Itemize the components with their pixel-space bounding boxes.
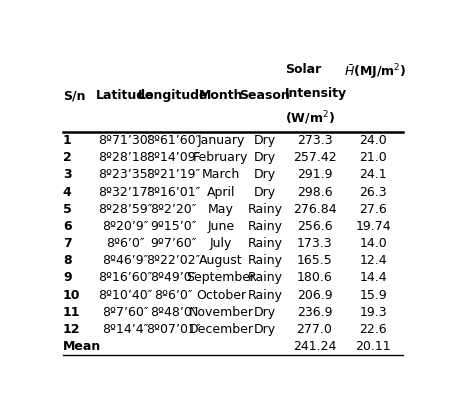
Text: 8º2’20″: 8º2’20″ — [150, 203, 196, 216]
Text: 8º07’01″: 8º07’01″ — [146, 323, 201, 336]
Text: 9º7’60″: 9º7’60″ — [150, 237, 196, 250]
Text: October: October — [196, 289, 246, 301]
Text: 165.5: 165.5 — [297, 254, 332, 267]
Text: 15.9: 15.9 — [359, 289, 387, 301]
Text: 236.9: 236.9 — [297, 306, 332, 319]
Text: 8º6’0″: 8º6’0″ — [106, 237, 145, 250]
Text: 8º71’30″: 8º71’30″ — [98, 134, 153, 147]
Text: 8º46’9″: 8º46’9″ — [102, 254, 148, 267]
Text: 298.6: 298.6 — [297, 186, 332, 198]
Text: S/n: S/n — [63, 89, 85, 102]
Text: 12: 12 — [63, 323, 81, 336]
Text: (W/m$^2$): (W/m$^2$) — [285, 109, 335, 127]
Text: December: December — [188, 323, 254, 336]
Text: January: January — [197, 134, 245, 147]
Text: Rainy: Rainy — [247, 289, 283, 301]
Text: November: November — [188, 306, 254, 319]
Text: Dry: Dry — [254, 151, 276, 164]
Text: 241.24: 241.24 — [293, 340, 336, 353]
Text: April: April — [207, 186, 235, 198]
Text: 257.42: 257.42 — [293, 151, 337, 164]
Text: 14.0: 14.0 — [359, 237, 387, 250]
Text: 180.6: 180.6 — [297, 271, 332, 284]
Text: Latitude: Latitude — [96, 89, 155, 102]
Text: 12.4: 12.4 — [359, 254, 387, 267]
Text: 8º21’19″: 8º21’19″ — [146, 168, 200, 181]
Text: 8º16’60″: 8º16’60″ — [98, 271, 153, 284]
Text: 8º61’60″: 8º61’60″ — [146, 134, 200, 147]
Text: Rainy: Rainy — [247, 220, 283, 233]
Text: 24.1: 24.1 — [359, 168, 387, 181]
Text: 5: 5 — [63, 203, 72, 216]
Text: Mean: Mean — [63, 340, 101, 353]
Text: 276.84: 276.84 — [293, 203, 337, 216]
Text: 8º6’0″: 8º6’0″ — [154, 289, 192, 301]
Text: 22.6: 22.6 — [359, 323, 387, 336]
Text: Season: Season — [239, 89, 291, 102]
Text: 26.3: 26.3 — [359, 186, 387, 198]
Text: March: March — [202, 168, 240, 181]
Text: 8º49’0″: 8º49’0″ — [150, 271, 196, 284]
Text: February: February — [193, 151, 248, 164]
Text: 19.3: 19.3 — [359, 306, 387, 319]
Text: Solar: Solar — [285, 63, 321, 76]
Text: 8º10’40″: 8º10’40″ — [98, 289, 153, 301]
Text: 10: 10 — [63, 289, 81, 301]
Text: 24.0: 24.0 — [359, 134, 387, 147]
Text: Dry: Dry — [254, 323, 276, 336]
Text: 8º14’09″: 8º14’09″ — [146, 151, 200, 164]
Text: Intensity: Intensity — [285, 87, 347, 100]
Text: 1: 1 — [63, 134, 72, 147]
Text: May: May — [208, 203, 234, 216]
Text: 273.3: 273.3 — [297, 134, 332, 147]
Text: 277.0: 277.0 — [297, 323, 332, 336]
Text: 3: 3 — [63, 168, 72, 181]
Text: 8º7’60″: 8º7’60″ — [102, 306, 149, 319]
Text: August: August — [199, 254, 243, 267]
Text: 206.9: 206.9 — [297, 289, 332, 301]
Text: 11: 11 — [63, 306, 81, 319]
Text: Dry: Dry — [254, 134, 276, 147]
Text: June: June — [207, 220, 235, 233]
Text: 256.6: 256.6 — [297, 220, 332, 233]
Text: 8º14’4″: 8º14’4″ — [102, 323, 148, 336]
Text: 8º32’17″: 8º32’17″ — [98, 186, 153, 198]
Text: Rainy: Rainy — [247, 254, 283, 267]
Text: 291.9: 291.9 — [297, 168, 332, 181]
Text: 7: 7 — [63, 237, 72, 250]
Text: 6: 6 — [63, 220, 72, 233]
Text: Month: Month — [199, 89, 243, 102]
Text: 21.0: 21.0 — [359, 151, 387, 164]
Text: Rainy: Rainy — [247, 203, 283, 216]
Text: July: July — [210, 237, 232, 250]
Text: 20.11: 20.11 — [356, 340, 391, 353]
Text: Dry: Dry — [254, 186, 276, 198]
Text: 8º28’59″: 8º28’59″ — [98, 203, 153, 216]
Text: Rainy: Rainy — [247, 237, 283, 250]
Text: 8º20’9″: 8º20’9″ — [102, 220, 148, 233]
Text: Dry: Dry — [254, 168, 276, 181]
Text: 8º23’35″: 8º23’35″ — [98, 168, 153, 181]
Text: 173.3: 173.3 — [297, 237, 332, 250]
Text: 8º22’02″: 8º22’02″ — [146, 254, 200, 267]
Text: 9º15’0″: 9º15’0″ — [150, 220, 196, 233]
Text: 27.6: 27.6 — [359, 203, 387, 216]
Text: Longitude: Longitude — [138, 89, 209, 102]
Text: September: September — [186, 271, 255, 284]
Text: 8º48’0″: 8º48’0″ — [150, 306, 196, 319]
Text: Dry: Dry — [254, 306, 276, 319]
Text: 8º16’01″: 8º16’01″ — [146, 186, 200, 198]
Text: Rainy: Rainy — [247, 271, 283, 284]
Text: 4: 4 — [63, 186, 72, 198]
Text: $\bar{H}$(MJ/m$^2$): $\bar{H}$(MJ/m$^2$) — [344, 63, 407, 82]
Text: 19.74: 19.74 — [356, 220, 391, 233]
Text: 8º28’18″: 8º28’18″ — [98, 151, 153, 164]
Text: 8: 8 — [63, 254, 72, 267]
Text: 2: 2 — [63, 151, 72, 164]
Text: 14.4: 14.4 — [359, 271, 387, 284]
Text: 9: 9 — [63, 271, 72, 284]
